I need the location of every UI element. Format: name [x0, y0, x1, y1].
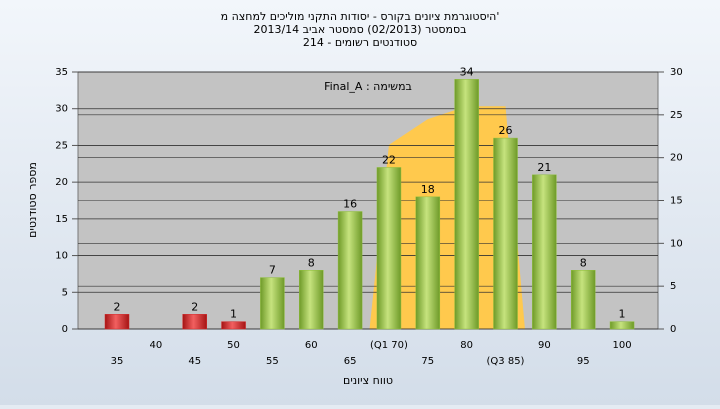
bar — [454, 79, 479, 330]
x-tick-label: (Q1 70) — [370, 340, 408, 351]
subtitle: בסמסטר (02/2013) סמסטר אביב 2013/14 — [253, 23, 466, 36]
data-label: 16 — [343, 198, 357, 211]
x-tick-label: 50 — [227, 340, 240, 351]
y-tick-label: 35 — [55, 67, 68, 78]
x-tick-label: 40 — [149, 340, 162, 351]
x-tick-label: 45 — [188, 356, 201, 367]
x-tick-label: (Q3 85) — [487, 356, 525, 367]
y-tick-label: 15 — [55, 214, 68, 225]
x-tick-label: 35 — [111, 356, 124, 367]
data-label: 8 — [308, 256, 315, 269]
bar — [260, 277, 285, 330]
y2-tick-label: 25 — [670, 110, 683, 121]
y2-tick-label: 20 — [670, 153, 683, 164]
x-tick-label: 65 — [344, 356, 357, 367]
x-tick-label: 100 — [613, 340, 632, 351]
bar — [104, 314, 130, 330]
data-label: 26 — [499, 124, 513, 137]
bar — [221, 321, 246, 330]
annotation: Final_A : במשימה — [324, 80, 412, 93]
y-tick-label: 10 — [55, 251, 68, 262]
subtitle: סטודנטים רשומים - 214 — [303, 36, 417, 49]
area — [369, 106, 525, 330]
y2-tick-label: 5 — [670, 281, 676, 292]
y2-tick-label: 30 — [670, 67, 683, 78]
bar — [337, 211, 363, 330]
data-label: 8 — [580, 256, 587, 269]
y-tick-label: 5 — [62, 287, 68, 298]
y2-tick-label: 0 — [670, 324, 676, 335]
x-tick-label: 75 — [421, 356, 434, 367]
x-tick-label: 60 — [305, 340, 318, 351]
data-label: 21 — [537, 161, 551, 174]
data-label: 2 — [114, 300, 121, 313]
y-axis-label: מספר סטודנטים — [26, 162, 39, 238]
data-label: 2 — [191, 300, 198, 313]
x-axis-label: טווח ציונים — [343, 374, 393, 387]
x-tick-label: 90 — [538, 340, 551, 351]
data-label: 7 — [269, 264, 276, 277]
x-tick-label: 55 — [266, 356, 279, 367]
y2-tick-label: 15 — [670, 196, 683, 207]
bar — [376, 167, 402, 330]
y-tick-label: 20 — [55, 177, 68, 188]
bar — [532, 174, 557, 330]
y-tick-label: 30 — [55, 104, 68, 115]
data-label: 1 — [619, 308, 626, 321]
bar — [299, 270, 324, 330]
y-tick-label: 0 — [62, 324, 68, 335]
chart-title: היסטוגרמת ציונים בקורס - יסודות התקני מו… — [221, 10, 500, 23]
data-label: 1 — [230, 308, 237, 321]
data-label: 18 — [421, 183, 435, 196]
x-tick-label: 80 — [460, 340, 473, 351]
bar — [493, 137, 518, 330]
bar — [609, 321, 635, 330]
bar — [182, 314, 207, 330]
y2-tick-label: 10 — [670, 238, 683, 249]
data-label: 22 — [382, 153, 396, 166]
data-label: 34 — [460, 65, 474, 78]
y-tick-label: 25 — [55, 140, 68, 151]
x-tick-label: 95 — [577, 356, 590, 367]
bar — [570, 270, 596, 330]
bar — [415, 196, 441, 330]
